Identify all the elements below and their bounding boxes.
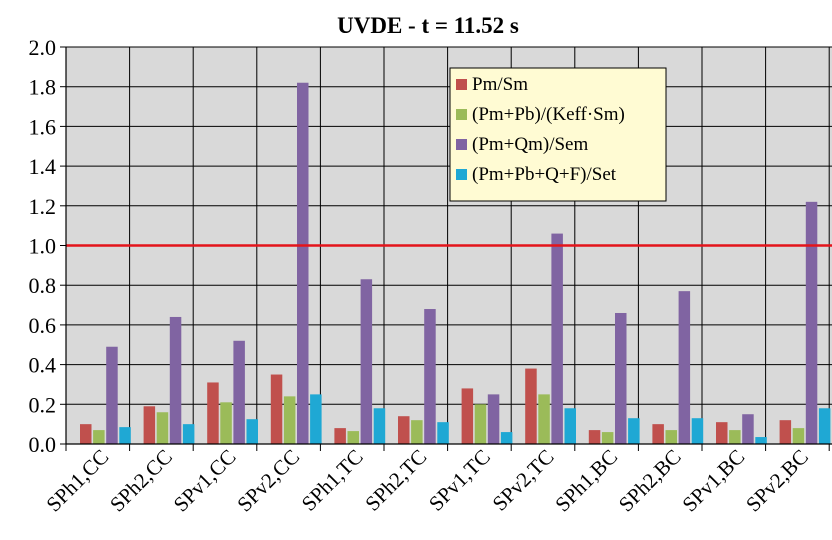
y-tick-label: 1.8 — [29, 75, 57, 100]
y-tick-label: 1.6 — [29, 114, 57, 139]
bar-2 — [411, 420, 423, 444]
y-tick-label: 1.2 — [29, 194, 57, 219]
bar-4 — [564, 408, 576, 444]
x-tick-label: SPv1,BC — [677, 445, 749, 517]
x-tick-label: SPh1,BC — [550, 445, 622, 517]
y-tick-label: 0.2 — [29, 392, 57, 417]
bar-4 — [373, 408, 386, 444]
bar-2 — [474, 404, 487, 444]
bar-3 — [678, 291, 691, 444]
legend-box — [449, 67, 667, 202]
bar-2 — [792, 428, 805, 444]
bar-3 — [169, 316, 182, 444]
x-tick-label: SPh1,TC — [297, 445, 368, 516]
bar-4 — [755, 437, 767, 444]
bar-3 — [233, 340, 245, 444]
x-tick-label: SPv1,TC — [424, 445, 495, 516]
bar-3 — [615, 312, 627, 444]
y-tick-label: 0.0 — [29, 432, 57, 457]
bar-2 — [601, 432, 614, 444]
bar-2 — [538, 394, 550, 444]
x-tick-label: SPh2,BC — [614, 445, 686, 517]
bar-1 — [461, 388, 474, 444]
x-tick-label: SPv2,BC — [741, 445, 813, 517]
bar-3 — [805, 201, 818, 444]
bar-2 — [347, 431, 359, 444]
bar-1 — [143, 406, 156, 444]
bar-4 — [437, 422, 449, 444]
legend-label: Pm/Sm — [472, 74, 528, 95]
bar-4 — [246, 419, 258, 444]
y-tick-label: 0.6 — [29, 313, 57, 338]
bar-4 — [500, 432, 513, 444]
x-tick-label: SPh2,TC — [360, 445, 431, 516]
chart-title: UVDE - t = 11.52 s — [337, 13, 519, 38]
bar-1 — [588, 430, 601, 444]
legend: Pm/Sm (Pm+Pb)/(Keff·Sm) (Pm+Qm)/Sem (Pm+Pb+… — [449, 67, 667, 202]
x-tick-label: SPh2,CC — [105, 445, 177, 517]
bar-3 — [551, 233, 563, 444]
x-tick-labels: SPh1,CCSPh2,CCSPv1,CCSPv2,CCSPh1,TCSPh2,… — [41, 445, 812, 517]
bar-1 — [779, 420, 792, 444]
bar-2 — [665, 430, 677, 444]
bar-3 — [360, 279, 373, 444]
bar-1 — [270, 374, 283, 444]
bar-2 — [93, 430, 105, 444]
bar-1 — [525, 368, 537, 444]
bar-3 — [106, 346, 118, 444]
bar-3 — [487, 394, 500, 444]
x-tick-label: SPv2,CC — [232, 445, 304, 517]
y-tick-label: 2.0 — [29, 35, 57, 60]
bar-4 — [182, 424, 195, 444]
y-tick-label: 1.0 — [29, 234, 57, 259]
bar-1 — [716, 422, 728, 444]
y-tick-label: 0.4 — [29, 353, 57, 378]
y-tick-label: 1.4 — [29, 154, 57, 179]
bar-4 — [691, 418, 704, 444]
bars — [80, 82, 831, 444]
bar-3 — [742, 414, 754, 444]
axes — [60, 46, 832, 451]
bar-4 — [310, 394, 322, 444]
legend-label: (Pm+Qm)/Sem — [472, 134, 588, 155]
bar-3 — [424, 309, 436, 444]
bar-4 — [628, 418, 640, 444]
bar-1 — [398, 416, 410, 444]
x-tick-label: SPv2,TC — [488, 445, 559, 516]
y-tick-label: 0.8 — [29, 273, 57, 298]
bar-2 — [156, 412, 169, 444]
bar-3 — [297, 82, 309, 444]
bar-4 — [818, 408, 831, 444]
y-tick-labels: 0.0 0.2 0.4 0.6 0.8 1.0 1.2 1.4 1.6 1.8 2.0 — [29, 35, 57, 457]
bar-2 — [220, 402, 232, 444]
legend-swatch — [456, 109, 467, 120]
legend-swatch — [456, 169, 467, 180]
bar-2 — [729, 430, 741, 444]
legend-swatch — [456, 139, 467, 150]
legend-label: (Pm+Pb)/(Keff·Sm) — [472, 104, 625, 125]
bar-1 — [652, 424, 664, 444]
bar-2 — [283, 396, 296, 444]
legend-swatch — [456, 79, 467, 90]
bar-1 — [207, 382, 219, 444]
x-tick-label: SPv1,CC — [169, 445, 241, 517]
legend-label: (Pm+Pb+Q+F)/Set — [472, 164, 617, 185]
bar-1 — [334, 428, 346, 444]
bar-4 — [119, 427, 131, 444]
bar-1 — [80, 424, 92, 444]
